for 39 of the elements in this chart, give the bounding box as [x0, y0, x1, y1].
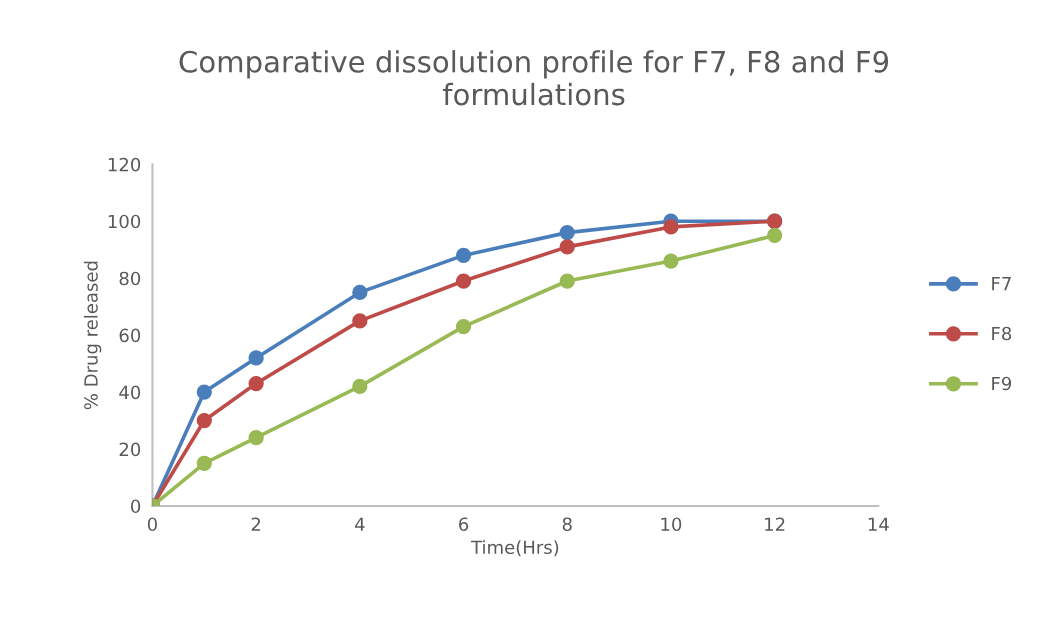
x-tick-label: 6 — [459, 517, 469, 532]
point — [559, 239, 575, 255]
y-tick-label: 20 — [119, 442, 141, 457]
x-tick-label: 8 — [562, 517, 572, 532]
legend-label: F9 — [992, 376, 1012, 391]
x-tick-label: 12 — [765, 517, 785, 531]
x-tick-label: 0 — [147, 517, 157, 532]
y-tick-label: 80 — [119, 271, 141, 286]
legend-label: F8 — [992, 326, 1012, 341]
y-tick-label: 100 — [108, 214, 141, 229]
point — [663, 219, 679, 235]
point — [196, 412, 212, 429]
legend-label: F7 — [992, 276, 1011, 291]
x-tick-label: 10 — [661, 517, 682, 532]
y-tick-label: 0 — [131, 499, 141, 514]
point — [248, 430, 264, 446]
point — [352, 313, 368, 329]
x-tick-label: 14 — [868, 517, 889, 531]
point — [559, 224, 575, 241]
point — [455, 273, 472, 289]
y-tick-label: 60 — [119, 328, 141, 343]
point — [663, 253, 679, 269]
y-axis-title: % Drug released — [83, 261, 102, 410]
point — [455, 247, 472, 264]
point — [455, 318, 472, 335]
chart-title: Comparative dissolution profile for F7, F8 and F9 formulations — [179, 50, 889, 106]
point — [352, 378, 368, 395]
point — [352, 284, 368, 301]
x-tick-label: 4 — [354, 517, 365, 531]
point — [196, 384, 212, 400]
y-tick-label: 120 — [108, 157, 141, 172]
point — [248, 350, 264, 366]
point — [248, 375, 264, 392]
x-axis-title: Time(Hrs) — [471, 540, 559, 557]
point — [766, 227, 783, 244]
x-tick-label: 2 — [251, 517, 261, 531]
point — [196, 455, 212, 471]
point — [559, 273, 575, 289]
y-tick-label: 40 — [119, 385, 141, 400]
